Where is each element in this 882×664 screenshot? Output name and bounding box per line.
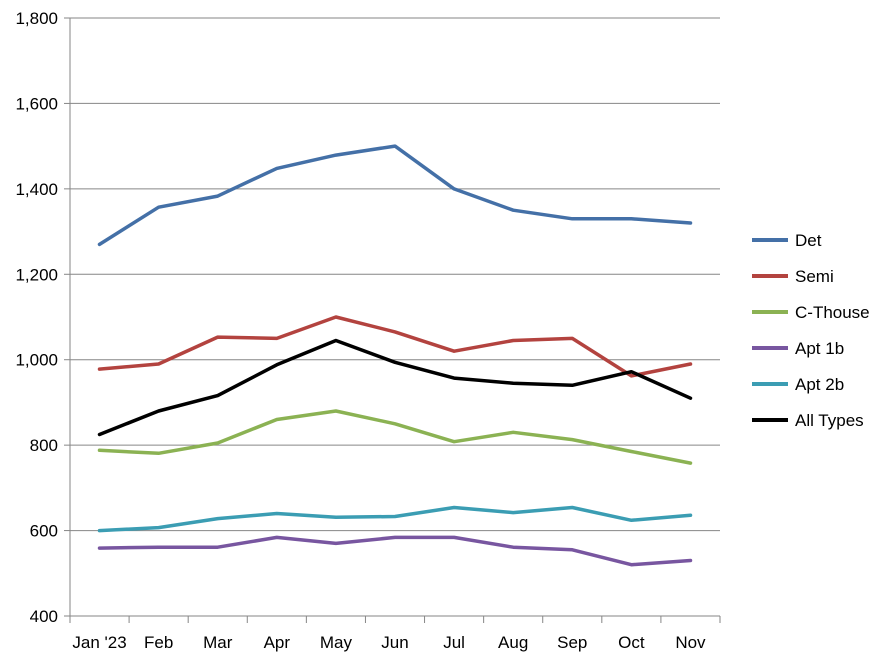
x-axis-tick-labels: Jan '23 Feb Mar Apr May Jun Jul Aug Sep Oct Nov (72, 633, 706, 652)
y-tick-label: 1,200 (15, 265, 58, 284)
series-lines (97, 144, 693, 567)
x-tick-label: Aug (498, 633, 528, 652)
x-tick-label: Nov (675, 633, 706, 652)
series-line-all-types (97, 338, 693, 437)
y-tick-label: 1,000 (15, 351, 58, 370)
legend-label-c-thouse: C-Thouse (795, 303, 870, 322)
x-tick-label: Mar (203, 633, 233, 652)
x-tick-label: Jan '23 (72, 633, 126, 652)
x-tick-label: Sep (557, 633, 587, 652)
series-line-apt-1b (97, 535, 693, 567)
x-tick-label: Oct (618, 633, 645, 652)
series-line-det (97, 144, 693, 247)
y-axis-tick-labels: 400 600 800 1,000 1,200 1,400 1,600 1,800 (15, 9, 58, 626)
legend: Det Semi C-Thouse Apt 1b Apt 2b All Types (752, 231, 870, 430)
y-tick-label: 800 (30, 436, 58, 455)
series-line-c-thouse (97, 409, 693, 465)
legend-label-semi: Semi (795, 267, 834, 286)
series-line-apt-2b (97, 505, 693, 533)
legend-label-all-types: All Types (795, 411, 864, 430)
legend-label-det: Det (795, 231, 822, 250)
legend-label-apt-2b: Apt 2b (795, 375, 844, 394)
y-tick-label: 1,800 (15, 9, 58, 28)
y-tick-label: 1,600 (15, 94, 58, 113)
x-tick-label: May (320, 633, 353, 652)
legend-label-apt-1b: Apt 1b (795, 339, 844, 358)
y-tick-label: 600 (30, 522, 58, 541)
x-tick-label: Feb (144, 633, 173, 652)
y-tick-label: 1,400 (15, 180, 58, 199)
x-tick-label: Jul (443, 633, 465, 652)
axes (64, 17, 721, 623)
series-line-semi (97, 315, 693, 378)
x-tick-label: Apr (264, 633, 291, 652)
x-tick-label: Jun (381, 633, 408, 652)
y-tick-label: 400 (30, 607, 58, 626)
gridlines (70, 17, 720, 532)
